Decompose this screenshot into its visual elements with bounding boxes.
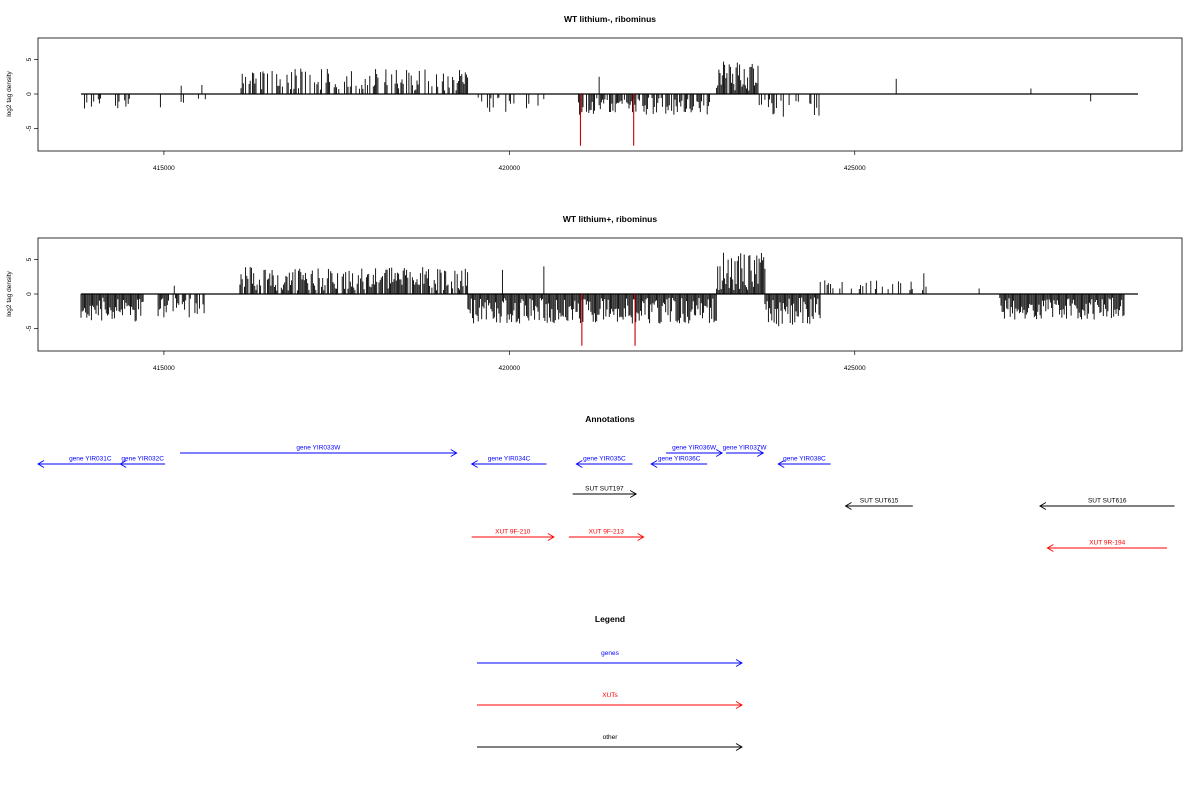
legend: Legend genes XUTs other — [477, 614, 743, 751]
feature-label: gene YIR032C — [121, 456, 164, 463]
annotation-feature: XUT 9F-213 — [568, 529, 645, 541]
legend-entry: other — [477, 734, 743, 751]
feature-label: gene YIR036C — [658, 456, 701, 463]
annotation-feature: gene YIR038C — [777, 456, 831, 468]
annotation-feature: gene YIR032C — [119, 456, 166, 468]
annotation-feature: SUT SUT615 — [844, 498, 913, 510]
x-tick-label: 425000 — [844, 165, 866, 172]
legend-entries: genes XUTs other — [477, 650, 743, 751]
annotation-arrows: gene YIR031C gene YIR032C gene YIR033W gene… — [37, 445, 1175, 552]
annotation-feature: gene YIR036W — [666, 445, 724, 457]
annotation-feature: SUT SUT197 — [572, 486, 638, 498]
feature-label: gene YIR038C — [783, 456, 826, 463]
x-tick-label: 415000 — [153, 365, 175, 372]
feature-arrowhead — [575, 460, 583, 468]
feature-arrowhead — [629, 490, 638, 498]
feature-label: XUT 9F-213 — [589, 529, 625, 536]
feature-arrowhead — [450, 449, 458, 457]
panel-top-bars — [81, 61, 1138, 146]
annotations-title: Annotations — [585, 414, 635, 424]
feature-arrowhead — [470, 460, 478, 468]
y-tick-label: 0 — [26, 292, 33, 296]
x-tick-label: 420000 — [498, 365, 520, 372]
feature-label: SUT SUT616 — [1088, 498, 1127, 505]
panel-bottom-xaxis: 415000 420000 425000 — [153, 351, 866, 372]
panel-top-title: WT lithium-, ribominus — [564, 14, 656, 24]
feature-label: gene YIR035C — [583, 456, 626, 463]
legend-label: genes — [601, 650, 619, 657]
feature-label: XUT 9R-194 — [1089, 540, 1125, 547]
feature-label: SUT SUT197 — [585, 486, 624, 493]
feature-arrowhead — [37, 460, 45, 468]
feature-arrowhead — [650, 460, 658, 468]
annotation-feature: gene YIR036C — [650, 456, 708, 468]
legend-title: Legend — [595, 614, 625, 624]
panel-top-frame — [37, 37, 1183, 152]
y-tick-label: 0 — [26, 92, 33, 96]
panel-bottom-ylabel: log2 tag density — [6, 270, 13, 316]
x-tick-label: 415000 — [153, 165, 175, 172]
feature-label: SUT SUT615 — [860, 498, 899, 505]
feature-label: XUT 9F-210 — [495, 529, 531, 536]
feature-label: gene YIR031C — [69, 456, 112, 463]
y-tick-label: 5 — [26, 57, 33, 61]
feature-arrowhead — [547, 533, 555, 541]
panel-bottom: WT lithium+, ribominus log2 tag density … — [6, 214, 1183, 372]
feature-label: gene YIR037W — [723, 445, 768, 452]
annotation-feature: XUT 9R-194 — [1046, 540, 1168, 552]
feature-arrowhead — [777, 460, 785, 468]
annotation-feature: gene YIR033W — [180, 445, 458, 457]
panel-bottom-bars — [80, 252, 1138, 346]
feature-arrowhead — [715, 449, 724, 457]
panel-bottom-yaxis: -5 0 5 — [26, 257, 38, 331]
y-tick-label: -5 — [26, 125, 33, 131]
legend-arrowhead — [735, 701, 743, 709]
x-tick-label: 425000 — [844, 365, 866, 372]
y-tick-label: -5 — [26, 325, 33, 331]
y-tick-label: 5 — [26, 257, 33, 261]
legend-entry: genes — [477, 650, 743, 667]
annotations-panel: Annotations gene YIR031C gene YIR032Cgene… — [37, 414, 1175, 552]
annotation-feature: SUT SUT616 — [1039, 498, 1175, 510]
panel-top-ylabel: log2 tag density — [6, 70, 13, 116]
panel-top-yaxis: -5 0 5 — [26, 57, 38, 131]
legend-arrowhead — [735, 743, 743, 751]
feature-arrowhead — [844, 502, 852, 510]
feature-arrowhead — [637, 533, 645, 541]
feature-arrowhead — [119, 460, 127, 468]
legend-label: XUTs — [602, 692, 618, 699]
legend-entry: XUTs — [477, 692, 743, 709]
feature-arrowhead — [1039, 502, 1047, 510]
panel-top-xaxis: 415000 420000 425000 — [153, 151, 866, 172]
annotation-feature: gene YIR037W — [723, 445, 768, 457]
feature-arrowhead — [1046, 544, 1054, 552]
legend-arrowhead — [735, 659, 743, 667]
feature-arrowhead — [757, 449, 765, 457]
annotation-feature: gene YIR034C — [470, 456, 547, 468]
panel-top: WT lithium-, ribominus log2 tag density … — [6, 14, 1183, 172]
legend-label: other — [603, 734, 619, 741]
x-tick-label: 420000 — [498, 165, 520, 172]
panel-bottom-frame — [37, 237, 1183, 352]
feature-label: gene YIR033W — [296, 445, 341, 452]
annotation-feature: XUT 9F-210 — [471, 529, 555, 541]
feature-label: gene YIR036W — [672, 445, 717, 452]
annotation-feature: gene YIR035C — [575, 456, 633, 468]
feature-label: gene YIR034C — [488, 456, 531, 463]
panel-bottom-title: WT lithium+, ribominus — [563, 214, 657, 224]
